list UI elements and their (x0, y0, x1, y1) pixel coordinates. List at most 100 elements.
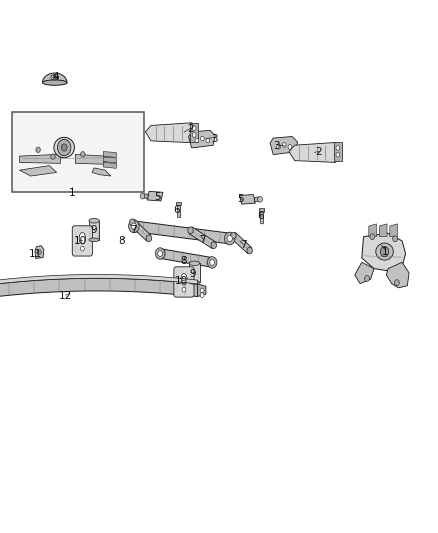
Ellipse shape (189, 280, 200, 284)
Circle shape (53, 75, 57, 79)
Circle shape (195, 138, 199, 143)
Text: 7: 7 (199, 235, 206, 245)
Circle shape (192, 126, 196, 131)
Polygon shape (390, 224, 398, 237)
Ellipse shape (54, 138, 74, 158)
Text: 9: 9 (91, 225, 98, 235)
Text: 8: 8 (118, 236, 125, 246)
FancyBboxPatch shape (72, 226, 92, 256)
Bar (259, 208, 264, 212)
Circle shape (129, 220, 139, 233)
Circle shape (201, 136, 204, 141)
Polygon shape (270, 136, 297, 155)
Circle shape (188, 227, 193, 233)
Circle shape (36, 147, 40, 152)
Polygon shape (188, 131, 215, 148)
Circle shape (288, 144, 292, 149)
Circle shape (370, 233, 375, 240)
Ellipse shape (89, 219, 99, 223)
Circle shape (200, 288, 204, 293)
Bar (189, 263, 200, 282)
Circle shape (158, 251, 162, 256)
Polygon shape (240, 195, 255, 204)
Polygon shape (19, 166, 57, 176)
Ellipse shape (189, 261, 200, 265)
Polygon shape (159, 249, 213, 267)
Circle shape (38, 250, 41, 254)
Circle shape (51, 154, 55, 159)
Circle shape (224, 232, 235, 245)
Bar (89, 221, 99, 240)
Ellipse shape (376, 243, 393, 260)
Polygon shape (355, 262, 374, 284)
Circle shape (208, 257, 217, 268)
Bar (260, 211, 263, 223)
Ellipse shape (79, 232, 85, 244)
Ellipse shape (181, 273, 187, 285)
Polygon shape (289, 142, 341, 163)
Polygon shape (0, 278, 198, 296)
Circle shape (210, 260, 215, 265)
Text: 7: 7 (240, 240, 247, 250)
Polygon shape (0, 274, 198, 284)
Polygon shape (145, 123, 198, 143)
Text: 7: 7 (130, 225, 137, 235)
Polygon shape (103, 163, 117, 168)
Circle shape (80, 246, 84, 251)
Text: 1: 1 (69, 189, 76, 198)
Polygon shape (103, 151, 117, 157)
Circle shape (200, 293, 204, 297)
Circle shape (394, 280, 399, 286)
Polygon shape (92, 168, 111, 176)
Circle shape (140, 193, 145, 199)
Ellipse shape (51, 75, 59, 80)
Text: 11: 11 (29, 249, 42, 259)
Polygon shape (75, 155, 105, 164)
Text: 2: 2 (187, 124, 194, 134)
Text: 12: 12 (59, 292, 72, 301)
Bar (177, 204, 180, 217)
Polygon shape (369, 224, 377, 237)
Circle shape (61, 144, 67, 151)
Polygon shape (131, 219, 151, 241)
Polygon shape (254, 197, 258, 201)
Text: 6: 6 (257, 212, 264, 221)
Circle shape (206, 138, 210, 143)
Bar (176, 201, 181, 205)
Circle shape (146, 235, 152, 241)
Polygon shape (147, 191, 163, 201)
Polygon shape (379, 224, 387, 237)
Text: 6: 6 (173, 205, 180, 215)
Circle shape (336, 152, 340, 157)
Circle shape (130, 219, 135, 225)
Circle shape (258, 197, 262, 202)
Circle shape (392, 236, 398, 242)
Polygon shape (103, 157, 117, 163)
Circle shape (57, 139, 71, 156)
Text: 10: 10 (74, 236, 87, 246)
Circle shape (192, 133, 196, 137)
Polygon shape (144, 194, 148, 198)
Text: 3: 3 (211, 134, 218, 143)
Circle shape (81, 151, 85, 157)
Polygon shape (198, 284, 206, 296)
Text: 2: 2 (315, 148, 322, 157)
Polygon shape (362, 233, 406, 271)
Text: 3: 3 (273, 141, 280, 150)
Text: 10: 10 (175, 277, 188, 286)
Circle shape (277, 144, 280, 149)
Text: 8: 8 (180, 256, 187, 266)
Polygon shape (35, 246, 44, 259)
Circle shape (131, 223, 137, 230)
Text: 4: 4 (53, 72, 60, 82)
Polygon shape (134, 221, 230, 244)
Polygon shape (386, 262, 409, 288)
Bar (12, 112, 144, 192)
Text: 9: 9 (189, 269, 196, 279)
Bar (190, 123, 198, 142)
Ellipse shape (42, 80, 67, 85)
Circle shape (155, 248, 165, 259)
Circle shape (380, 246, 389, 257)
Circle shape (247, 247, 252, 254)
Circle shape (336, 146, 340, 150)
